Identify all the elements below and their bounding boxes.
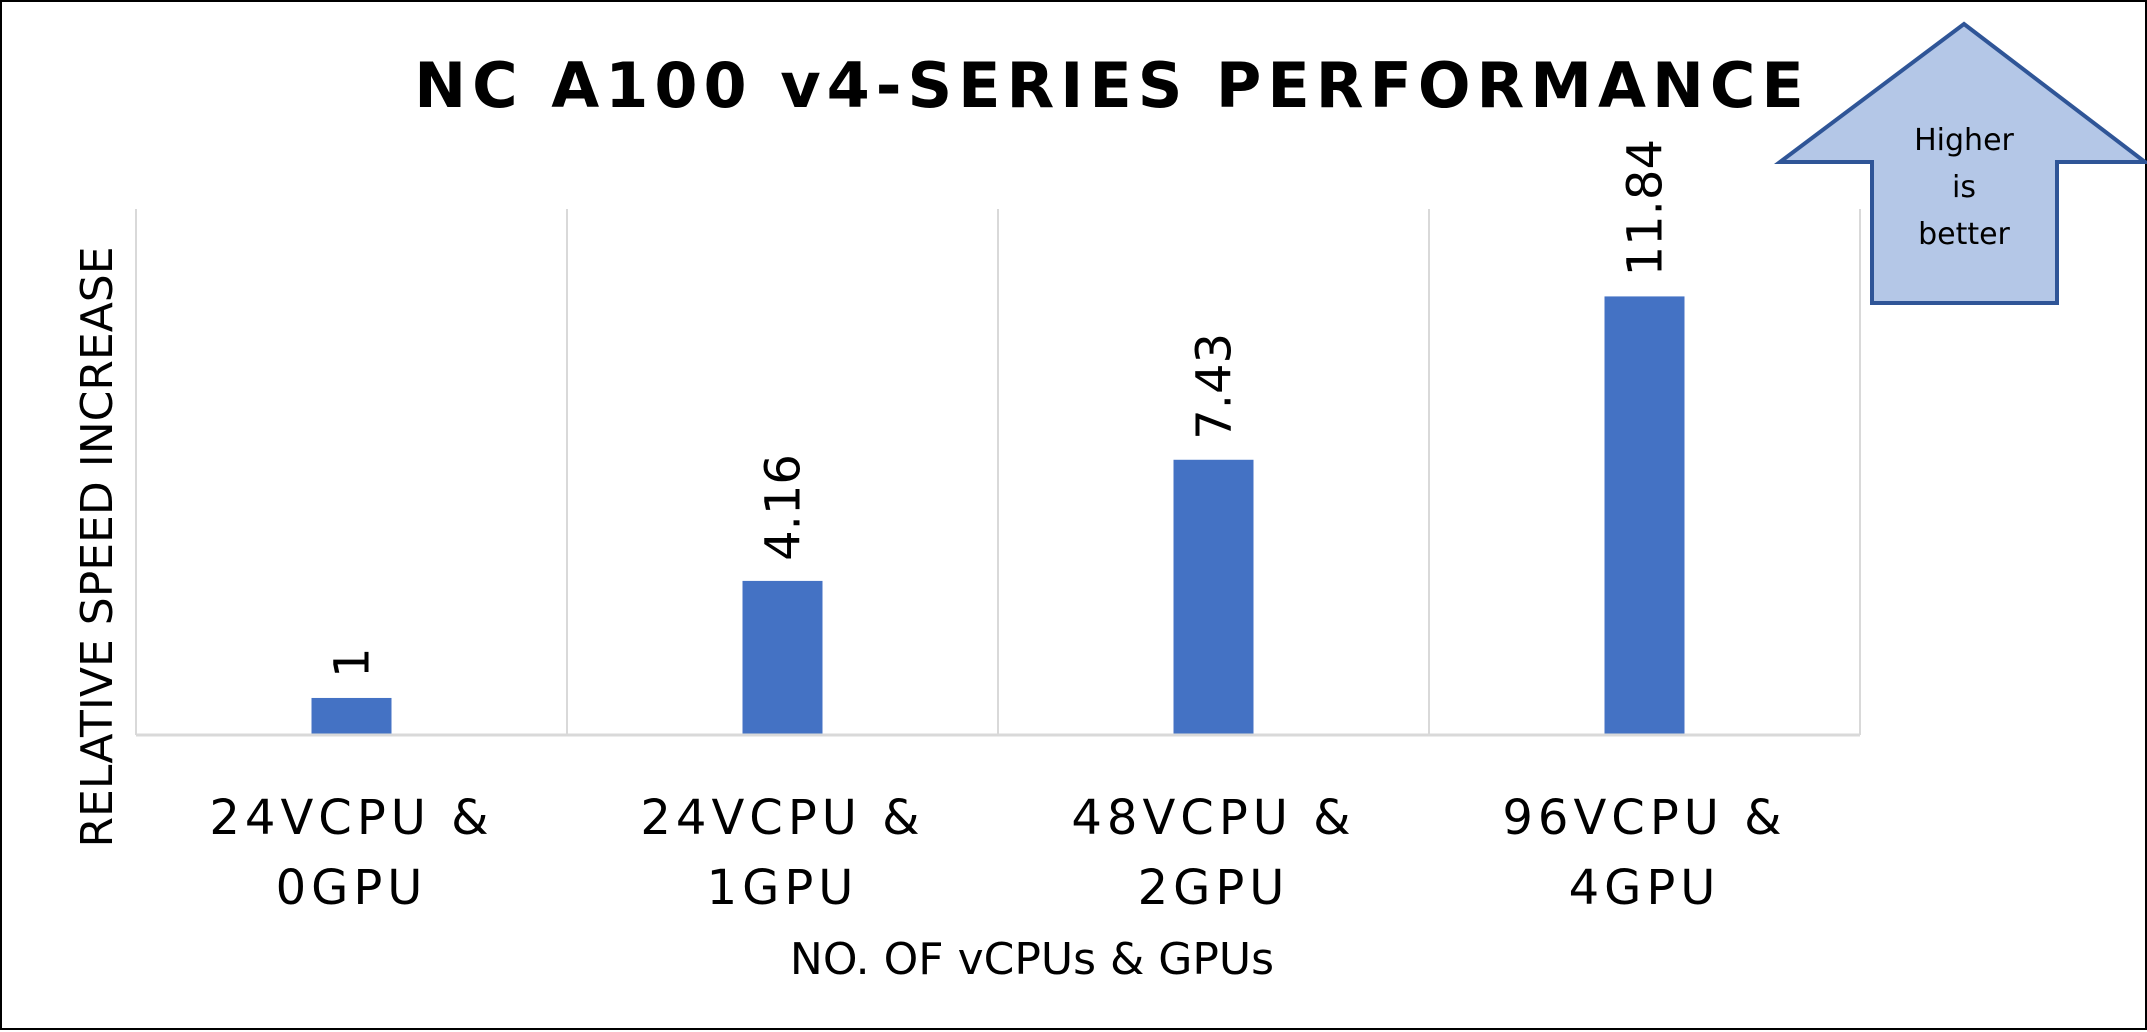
x-tick-label: 4GPU: [1569, 860, 1721, 916]
bar: [1173, 459, 1254, 735]
data-label: 7.43: [1187, 333, 1243, 440]
x-tick-label: 1GPU: [707, 860, 859, 916]
bar: [742, 580, 823, 735]
x-tick-labels: 24VCPU & 0GPU 24VCPU & 1GPU 48VCPU & 2GPU 96VC…: [209, 790, 1786, 916]
category-gridlines: [135, 209, 1861, 735]
chart-title: NC A100 v4-SERIES PERFORMANCE: [414, 49, 1809, 122]
data-label: 4.16: [756, 454, 812, 561]
x-tick-label: 0GPU: [276, 860, 428, 916]
bar: [1604, 296, 1685, 735]
x-tick-label: 96VCPU &: [1502, 790, 1786, 846]
callout-line-2: is: [1952, 170, 1976, 205]
higher-is-better-callout: Higher is better: [1774, 21, 2147, 305]
bar-series: [311, 296, 1685, 735]
up-arrow-icon: [1774, 21, 2147, 305]
data-label: 1: [325, 647, 381, 678]
x-tick-label: 2GPU: [1138, 860, 1290, 916]
x-tick-label: 24VCPU &: [640, 790, 924, 846]
y-axis-label: RELATIVE SPEED INCREASE: [72, 246, 123, 847]
x-tick-label: 48VCPU &: [1071, 790, 1355, 846]
callout-line-1: Higher: [1914, 123, 2014, 158]
bar: [311, 697, 392, 735]
callout-line-3: better: [1918, 217, 2010, 252]
data-label: 11.84: [1618, 139, 1674, 276]
x-tick-label: 24VCPU &: [209, 790, 493, 846]
data-labels: 1 4.16 7.43 11.84: [325, 139, 1674, 678]
x-axis-label: NO. OF vCPUs & GPUs: [790, 934, 1274, 985]
